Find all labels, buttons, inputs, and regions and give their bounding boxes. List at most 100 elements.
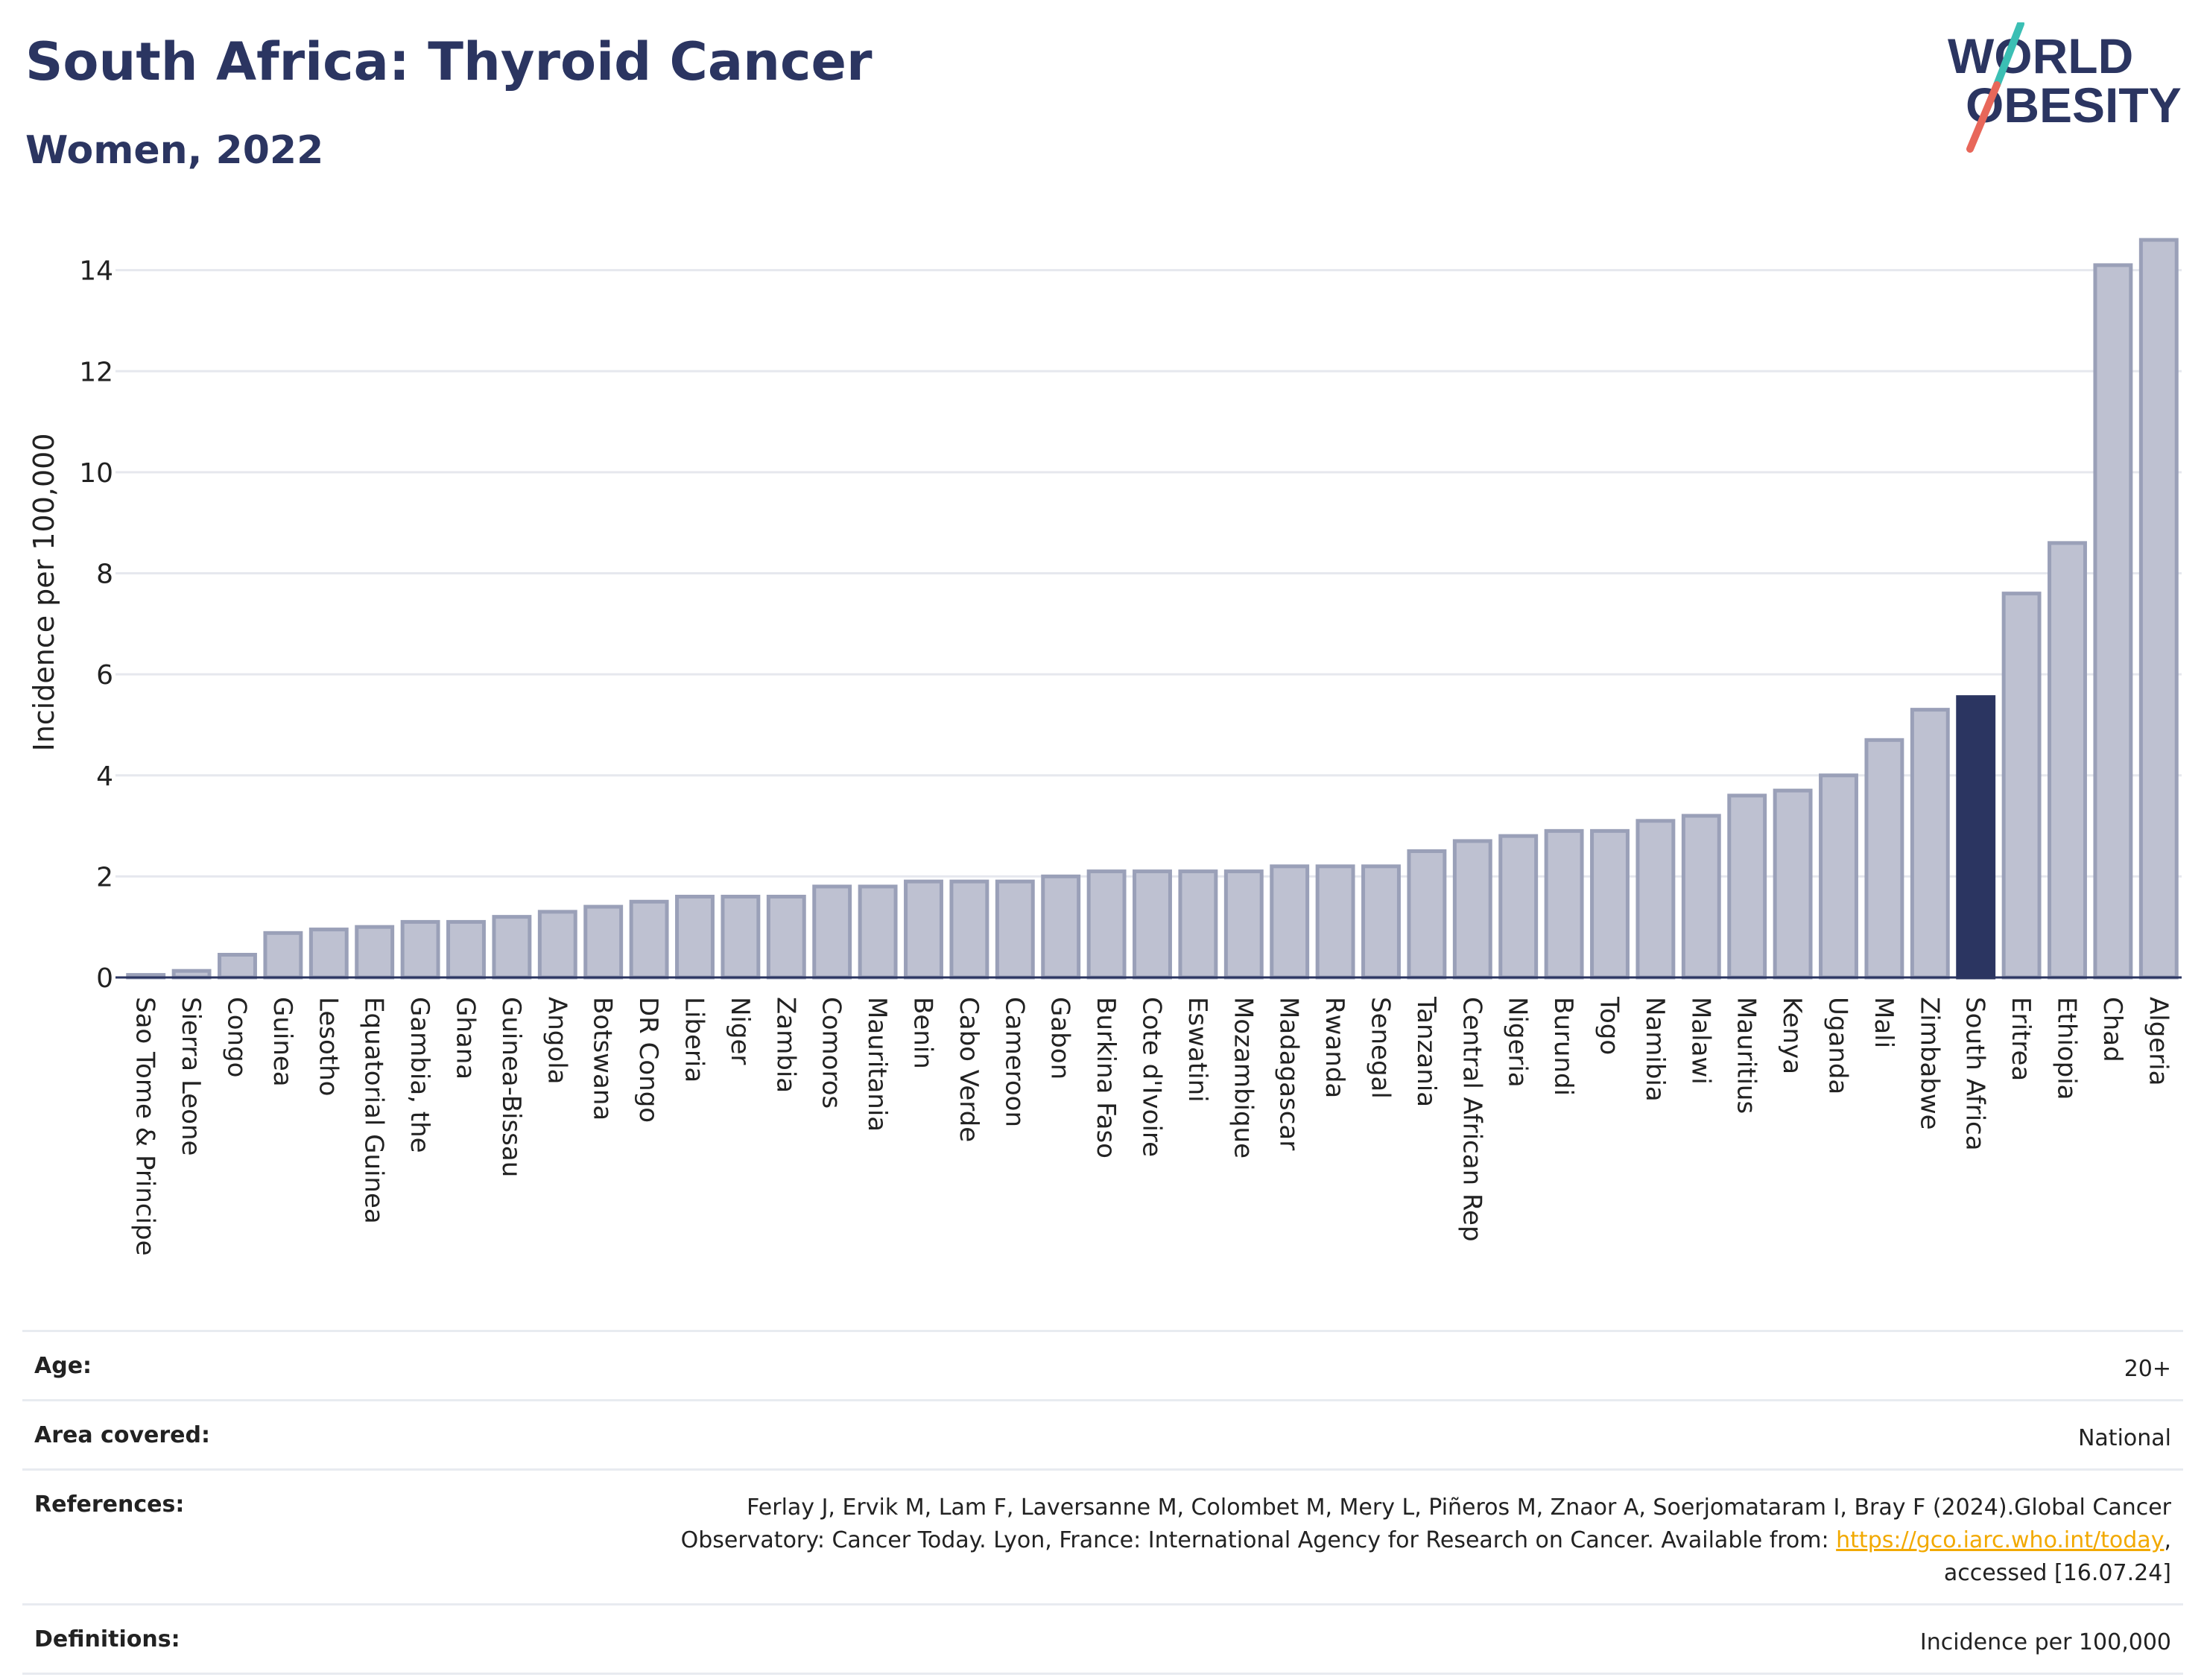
x-tick-label: Zimbabwe — [1914, 997, 1944, 1130]
x-tick-label: Namibia — [1640, 997, 1670, 1102]
y-tick-label: 2 — [96, 862, 113, 893]
x-tick-label: Eswatini — [1182, 997, 1212, 1103]
bar — [1315, 864, 1355, 980]
bar — [1864, 738, 1904, 980]
x-tick-label: Burundi — [1548, 997, 1578, 1096]
bar — [1819, 773, 1858, 980]
bar — [766, 895, 806, 980]
bar — [1544, 828, 1584, 980]
x-tick-label: Eritrea — [2006, 997, 2036, 1081]
x-tick-label: Gambia, the — [405, 997, 434, 1153]
x-tick-label: Equatorial Guinea — [359, 997, 389, 1224]
x-tick-label: Comoros — [817, 997, 846, 1109]
bar — [583, 904, 624, 980]
meta-row-area: Area covered: National — [22, 1399, 2183, 1468]
x-tick-label: Niger — [725, 997, 755, 1065]
bar — [263, 931, 303, 980]
bar — [400, 919, 440, 980]
references-value: Ferlay J, Ervik M, Lam F, Laversanne M, … — [681, 1492, 2171, 1590]
bar — [308, 928, 349, 980]
x-tick-label: Burkina Faso — [1091, 997, 1121, 1158]
meta-row-definitions: Definitions: Incidence per 100,000 — [22, 1603, 2183, 1675]
y-tick-label: 4 — [96, 761, 113, 792]
bar — [675, 895, 715, 980]
definitions-label: Definitions: — [34, 1626, 180, 1652]
x-tick-label: Mauritius — [1732, 997, 1761, 1114]
x-tick-label: Sierra Leone — [176, 997, 206, 1156]
x-tick-label: Uganda — [1823, 997, 1853, 1094]
y-tick-label: 0 — [96, 963, 113, 994]
bar — [1773, 788, 1813, 980]
x-tick-label: Algeria — [2143, 997, 2173, 1085]
x-tick-label: Guinea — [267, 997, 297, 1087]
references-line-3: accessed [16.07.24] — [1943, 1560, 2171, 1586]
bar — [2048, 541, 2087, 980]
x-tick-label: Tanzania — [1411, 996, 1441, 1107]
x-tick-label: Togo — [1595, 996, 1624, 1055]
x-tick-label: Cote d'Ivoire — [1137, 997, 1167, 1157]
bar — [446, 919, 486, 980]
y-tick-label: 10 — [79, 458, 113, 489]
bar — [1498, 834, 1539, 980]
x-tick-label: South Africa — [1960, 997, 1990, 1151]
x-tick-label: Central African Rep — [1457, 997, 1486, 1242]
x-tick-label: Liberia — [680, 997, 709, 1083]
area-value: National — [2077, 1425, 2171, 1451]
x-tick-label: Malawi — [1685, 997, 1715, 1085]
age-label: Age: — [34, 1353, 92, 1379]
bar — [492, 915, 532, 980]
x-tick-label: Mozambique — [1228, 997, 1258, 1158]
bar-highlight — [1956, 695, 1996, 980]
page-title: South Africa: Thyroid Cancer — [25, 31, 873, 92]
y-tick-label: 12 — [79, 357, 113, 387]
x-tick-label: Senegal — [1366, 997, 1396, 1099]
bar — [858, 884, 898, 980]
x-tick-label: Angola — [542, 997, 571, 1084]
bar — [904, 879, 943, 980]
x-tick-label: Ethiopia — [2052, 997, 2082, 1100]
bar — [721, 895, 761, 980]
definitions-value: Incidence per 100,000 — [1919, 1629, 2171, 1655]
x-tick-label: Cabo Verde — [954, 997, 984, 1142]
x-tick-label: Chad — [2097, 997, 2127, 1062]
bar — [355, 925, 395, 980]
bar — [1223, 869, 1264, 980]
logo-slash-teal — [1993, 22, 2024, 89]
bar — [1178, 869, 1218, 980]
bar — [629, 899, 669, 980]
bar — [1727, 793, 1767, 980]
references-link[interactable]: https://gco.iarc.who.int/today — [1836, 1527, 2165, 1553]
x-tick-label: DR Congo — [633, 997, 663, 1123]
bar — [1635, 819, 1676, 980]
references-label: References: — [34, 1492, 185, 1518]
x-tick-label: Benin — [908, 997, 938, 1069]
meta-row-references: References: Ferlay J, Ervik M, Lam F, La… — [22, 1468, 2183, 1603]
bar — [812, 884, 852, 980]
x-tick-label: Mali — [1869, 997, 1899, 1048]
x-tick-label: Nigeria — [1503, 997, 1533, 1088]
bar — [1590, 828, 1630, 980]
bar — [1452, 839, 1492, 980]
x-tick-label: Cameroon — [999, 997, 1029, 1127]
bar — [1086, 869, 1127, 980]
bar — [2093, 263, 2133, 980]
bar-chart: 0 2 4 6 8 10 12 14 Sao Tome & Principe Sierra Le… — [28, 238, 2182, 1256]
references-line-2-end: , — [2164, 1527, 2171, 1553]
age-value: 20+ — [2124, 1356, 2171, 1382]
x-tick-label: Zambia — [770, 997, 800, 1093]
y-axis-label: Incidence per 100,000 — [28, 433, 60, 751]
y-tick-label: 8 — [96, 560, 113, 590]
y-tick-label: 6 — [96, 660, 113, 691]
y-tick-label: 14 — [79, 256, 113, 287]
logo-word-world: WORLD — [1948, 28, 2133, 83]
meta-row-age: Age: 20+ — [22, 1330, 2183, 1399]
bar — [1910, 708, 1950, 980]
bar — [2138, 238, 2179, 980]
world-obesity-logo: WORLD OBESITY — [1948, 22, 2182, 153]
bar — [537, 910, 577, 980]
x-tick-label: Lesotho — [313, 997, 343, 1096]
logo-word-obesity: OBESITY — [1966, 77, 2182, 133]
bar — [218, 952, 257, 980]
x-tick-label: Mauritania — [862, 997, 892, 1132]
bar — [1270, 864, 1310, 980]
